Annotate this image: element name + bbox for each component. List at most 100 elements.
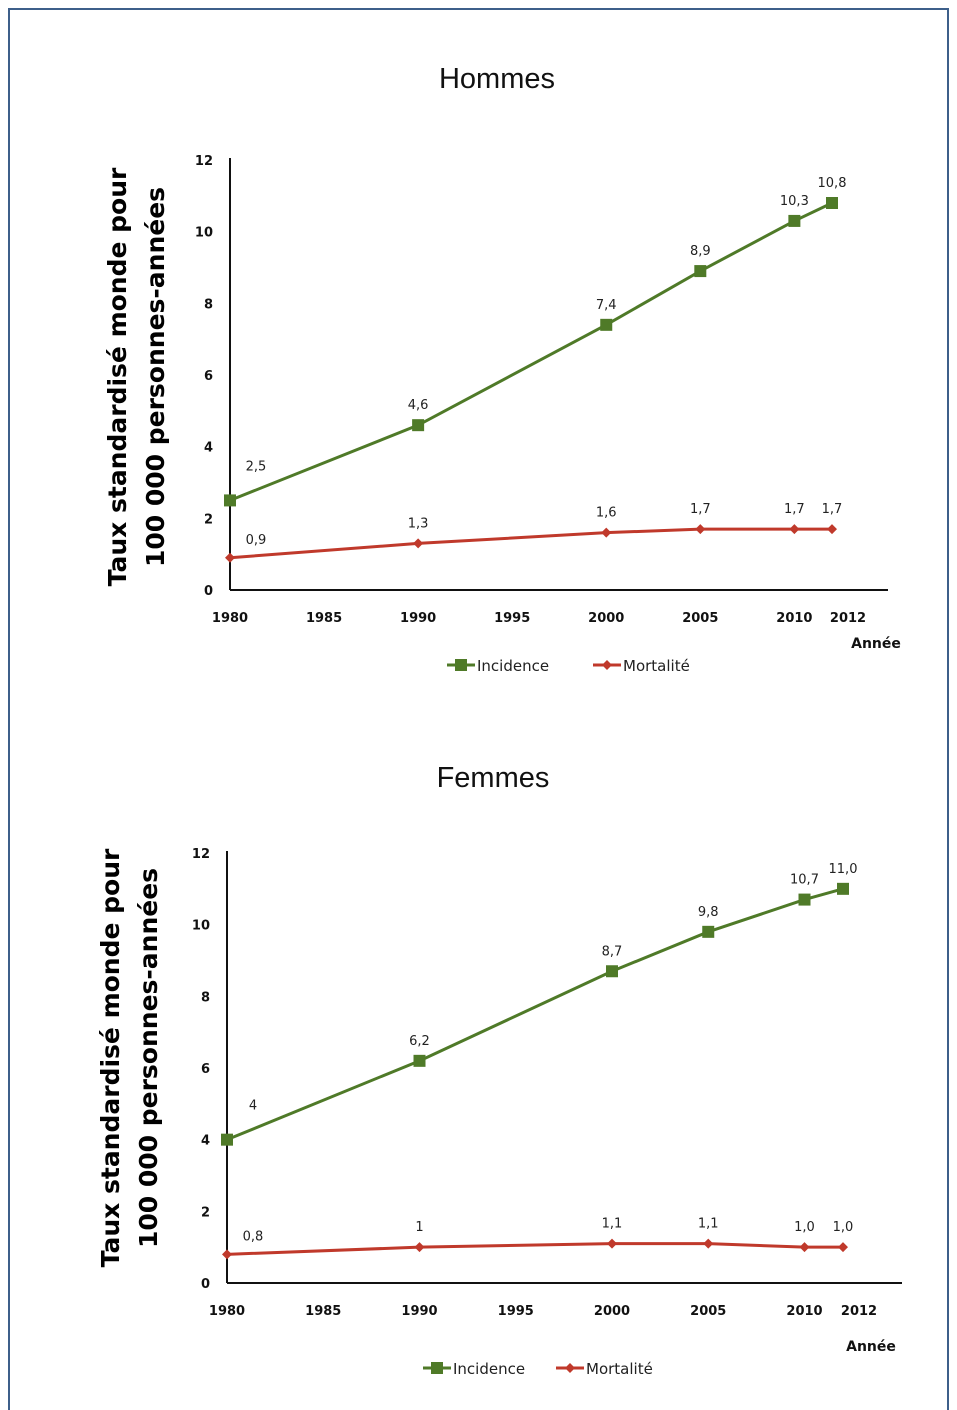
x-axis-label: Année bbox=[851, 636, 901, 652]
y-axis-label: Taux standardisé monde pour 100 000 perso… bbox=[96, 848, 163, 1267]
data-point bbox=[702, 925, 715, 938]
y-axis-label-line-2: 100 000 personnes-années bbox=[141, 187, 170, 567]
x-tick-label: 2000 bbox=[594, 1304, 630, 1319]
x-tick-label: 1990 bbox=[401, 1304, 437, 1319]
data-point bbox=[837, 882, 849, 895]
legend-swatch-marker bbox=[565, 1363, 575, 1373]
data-point bbox=[414, 1242, 425, 1253]
data-point bbox=[221, 1133, 233, 1146]
legend-item-incidence: Incidence bbox=[447, 657, 549, 675]
chart-title: Hommes bbox=[439, 63, 555, 95]
series-line bbox=[229, 201, 833, 502]
data-point bbox=[788, 214, 801, 227]
data-point bbox=[601, 527, 612, 538]
x-tick-label: 1980 bbox=[209, 1304, 245, 1319]
y-tick-label: 2 bbox=[201, 1205, 210, 1220]
y-tick-label: 8 bbox=[204, 297, 213, 312]
data-point bbox=[412, 419, 425, 432]
legend-label: Incidence bbox=[453, 1360, 525, 1378]
y-tick-label: 12 bbox=[192, 847, 210, 862]
y-tick-label: 12 bbox=[195, 154, 213, 169]
data-point bbox=[225, 552, 235, 563]
legend-label: Mortalité bbox=[586, 1360, 653, 1378]
legend: Incidence Mortalité bbox=[423, 1360, 653, 1378]
data-label: 0,8 bbox=[243, 1229, 264, 1244]
series-mortalite: 0,9 1,3 1,6 1,7 1,7 1,7 bbox=[225, 502, 842, 563]
data-point bbox=[838, 1242, 848, 1253]
legend-label: Mortalité bbox=[623, 657, 690, 675]
y-tick-label: 10 bbox=[192, 919, 210, 934]
data-label: 1,3 bbox=[408, 516, 429, 531]
data-point bbox=[799, 1242, 810, 1253]
data-label: 11,0 bbox=[829, 862, 858, 877]
series-line bbox=[226, 1242, 843, 1256]
legend-item-incidence: Incidence bbox=[423, 1360, 525, 1378]
data-label: 10,3 bbox=[780, 194, 809, 209]
data-label: 8,9 bbox=[690, 244, 711, 259]
x-tick-label: 2012 bbox=[841, 1304, 877, 1319]
data-label: 4 bbox=[249, 1099, 257, 1114]
legend-swatch-marker bbox=[455, 659, 467, 671]
x-tick-label: 1980 bbox=[212, 611, 248, 626]
x-tick-label: 1995 bbox=[498, 1304, 534, 1319]
y-axis-label-line-1: Taux standardisé monde pour bbox=[103, 167, 132, 586]
data-label: 1,0 bbox=[833, 1220, 854, 1235]
data-label: 2,5 bbox=[246, 459, 267, 474]
series-line bbox=[229, 527, 832, 560]
data-label: 1 bbox=[415, 1220, 423, 1235]
y-axis-label-line-2: 100 000 personnes-années bbox=[134, 868, 163, 1248]
legend-item-mortalite: Mortalité bbox=[556, 1360, 653, 1378]
data-label: 10,8 bbox=[818, 176, 847, 191]
x-tick-label: 2012 bbox=[830, 611, 866, 626]
data-label: 7,4 bbox=[596, 298, 617, 313]
data-label: 1,6 bbox=[596, 506, 617, 521]
data-point bbox=[827, 524, 837, 535]
data-label: 1,7 bbox=[822, 502, 843, 517]
y-tick-label: 0 bbox=[204, 584, 213, 599]
data-point bbox=[413, 538, 424, 549]
data-label: 1,7 bbox=[690, 502, 711, 517]
legend: Incidence Mortalité bbox=[447, 657, 690, 675]
x-tick-label: 2005 bbox=[690, 1304, 726, 1319]
x-tick-label: 2010 bbox=[786, 1304, 822, 1319]
data-point bbox=[600, 318, 613, 331]
data-label: 4,6 bbox=[408, 398, 429, 413]
x-tick-label: 1995 bbox=[494, 611, 530, 626]
legend-swatch-marker bbox=[602, 660, 612, 670]
data-label: 8,7 bbox=[602, 944, 623, 959]
y-axis-label-line-1: Taux standardisé monde pour bbox=[96, 848, 125, 1267]
y-tick-label: 4 bbox=[204, 441, 213, 456]
data-label: 1,7 bbox=[784, 502, 805, 517]
y-tick-label: 8 bbox=[201, 990, 210, 1005]
x-tick-label: 2005 bbox=[682, 611, 718, 626]
data-label: 1,1 bbox=[698, 1217, 719, 1232]
y-tick-label: 2 bbox=[204, 512, 213, 527]
data-point bbox=[607, 1238, 617, 1249]
data-point bbox=[695, 524, 706, 535]
x-tick-label: 2000 bbox=[588, 611, 624, 626]
data-label: 9,8 bbox=[698, 905, 719, 920]
data-point bbox=[789, 524, 800, 535]
x-tick-label: 2010 bbox=[776, 611, 812, 626]
y-tick-label: 10 bbox=[195, 226, 213, 241]
x-tick-label: 1985 bbox=[306, 611, 342, 626]
figure-frame bbox=[8, 8, 949, 1410]
data-point bbox=[694, 265, 707, 278]
legend-swatch-marker bbox=[431, 1362, 443, 1374]
data-point bbox=[224, 494, 236, 507]
data-point bbox=[798, 893, 811, 906]
data-point bbox=[703, 1238, 714, 1249]
data-label: 1,1 bbox=[602, 1217, 623, 1232]
series-incidence: 4 6,2 8,7 9,8 10,7 11,0 bbox=[221, 862, 857, 1146]
data-point bbox=[413, 1054, 426, 1067]
y-axis-label: Taux standardisé monde pour 100 000 perso… bbox=[103, 167, 170, 586]
data-point bbox=[606, 965, 618, 978]
y-tick-label: 0 bbox=[201, 1277, 210, 1292]
x-tick-label: 1985 bbox=[305, 1304, 341, 1319]
chart-femmes: Femmes Taux standardisé monde pour 100 000… bbox=[96, 762, 902, 1378]
legend-label: Incidence bbox=[477, 657, 549, 675]
y-tick-label: 4 bbox=[201, 1134, 210, 1149]
data-label: 10,7 bbox=[790, 873, 819, 888]
data-point bbox=[826, 197, 838, 209]
